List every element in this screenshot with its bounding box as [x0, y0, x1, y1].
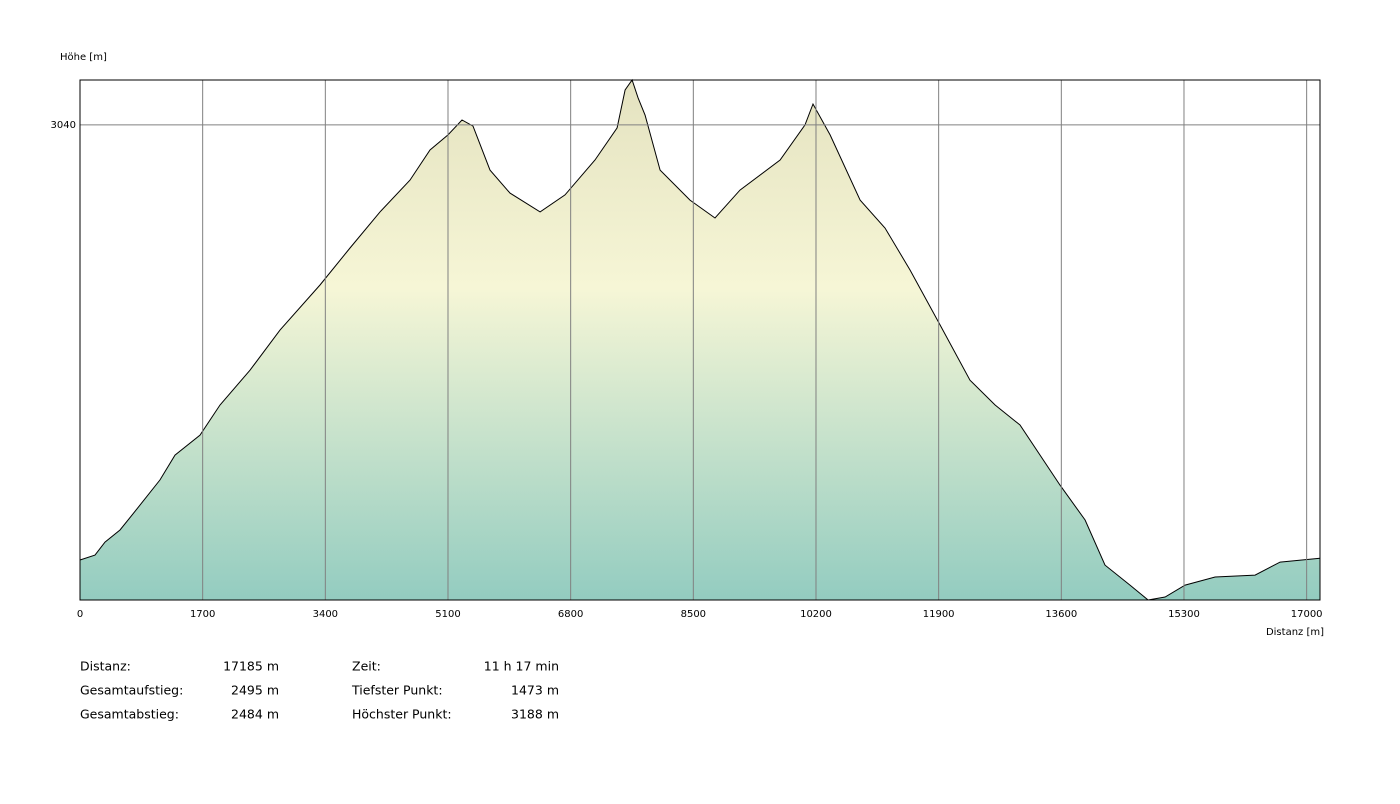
- y-tick-label: 3040: [51, 120, 76, 131]
- stat-value: 3188 m: [511, 707, 559, 722]
- x-tick-label: 17000: [1291, 609, 1323, 620]
- x-tick-label: 6800: [558, 609, 583, 620]
- plot: [79, 78, 1321, 601]
- x-tick-label: 15300: [1168, 609, 1200, 620]
- stat-value: 17185 m: [223, 659, 279, 674]
- stat-label: Höchster Punkt:: [352, 707, 452, 722]
- stat-label: Tiefster Punkt:: [351, 683, 443, 698]
- stat-label: Gesamtaufstieg:: [80, 683, 183, 698]
- plot-border: [79, 79, 1321, 601]
- stats: Distanz: 17185 m Zeit: 11 h 17 min Gesamtauf…: [80, 659, 559, 722]
- stat-label: Gesamtabstieg:: [80, 707, 179, 722]
- profile-line: [79, 78, 1321, 601]
- stat-label: Distanz:: [80, 659, 131, 674]
- stat-label: Zeit:: [352, 659, 381, 674]
- stat-value: 2484 m: [231, 707, 279, 722]
- x-tick-label: 11900: [923, 609, 955, 620]
- x-axis-label: Distanz [m]: [1266, 627, 1324, 638]
- stat-value: 11 h 17 min: [484, 659, 559, 674]
- x-tick-label: 13600: [1045, 609, 1077, 620]
- x-tick-label: 0: [77, 609, 83, 620]
- x-tick-label: 8500: [681, 609, 706, 620]
- x-tick-label: 3400: [313, 609, 338, 620]
- x-tick-label: 1700: [190, 609, 215, 620]
- x-tick-label: 5100: [435, 609, 460, 620]
- stat-value: 2495 m: [231, 683, 279, 698]
- x-tick-label: 10200: [800, 609, 832, 620]
- stat-value: 1473 m: [511, 683, 559, 698]
- y-axis-label: Höhe [m]: [60, 52, 107, 63]
- area-fill: [80, 80, 1320, 600]
